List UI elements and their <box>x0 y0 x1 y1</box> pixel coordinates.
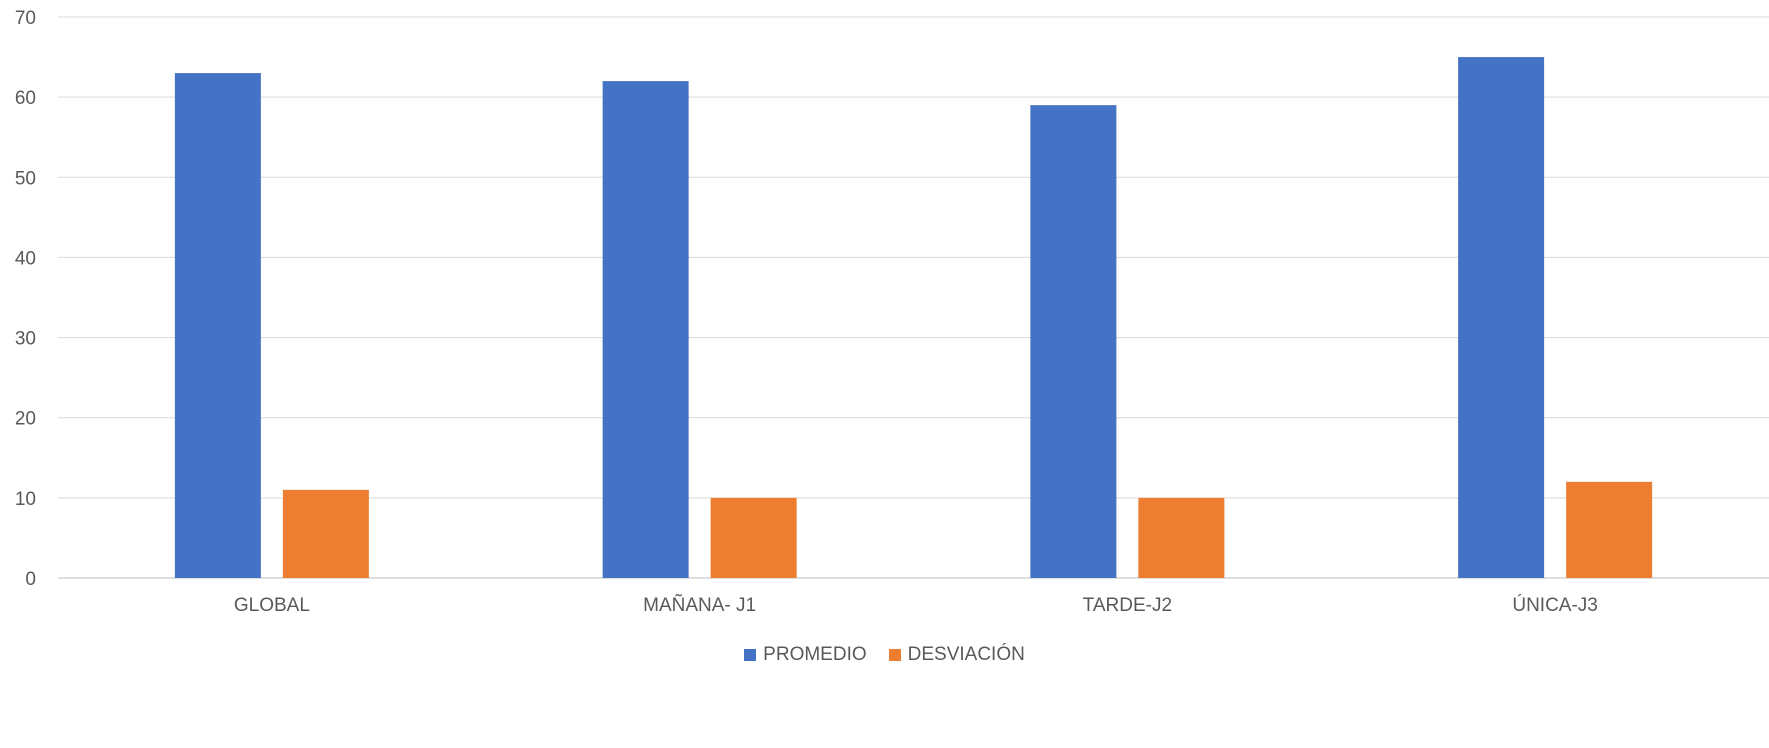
bar-promedio-2 <box>1030 105 1117 579</box>
bar-desviacin-0 <box>282 489 369 578</box>
legend-label-promedio: PROMEDIO <box>763 644 867 665</box>
legend-swatch-desviacion <box>888 649 901 661</box>
x-tick-label: ÚNICA-J3 <box>1512 594 1598 616</box>
bar-desviacin-2 <box>1138 497 1225 578</box>
y-tick-label: 50 <box>15 168 36 189</box>
x-tick-label: GLOBAL <box>234 595 310 616</box>
bar-desviacin-3 <box>1566 481 1653 578</box>
x-tick-label: MAÑANA- J1 <box>643 594 756 616</box>
x-tick-label: TARDE-J2 <box>1083 595 1172 616</box>
legend-label-desviacion: DESVIACIÓN <box>907 644 1025 665</box>
y-tick-label: 10 <box>15 489 36 510</box>
legend-swatch-promedio <box>744 649 757 661</box>
bar-promedio-3 <box>1458 57 1545 579</box>
bar-promedio-1 <box>602 81 689 578</box>
chart-svg: 0 10 20 30 40 50 60 70 GLOBAL MAÑANA- J1 TARDE-J2 Ú… <box>15 8 1769 616</box>
legend: PROMEDIO DESVIACIÓN <box>0 640 1769 670</box>
y-tick-label: 60 <box>15 88 36 109</box>
legend-item-desviacion: DESVIACIÓN <box>888 644 1025 666</box>
legend-item-promedio: PROMEDIO <box>744 644 867 666</box>
y-tick-label: 20 <box>15 409 36 430</box>
bar-promedio-0 <box>174 73 261 578</box>
bar-desviacin-1 <box>710 497 797 578</box>
y-tick-label: 30 <box>15 329 36 350</box>
y-tick-label: 40 <box>15 248 36 269</box>
y-tick-label: 70 <box>15 8 36 29</box>
y-tick-label: 0 <box>25 569 36 590</box>
